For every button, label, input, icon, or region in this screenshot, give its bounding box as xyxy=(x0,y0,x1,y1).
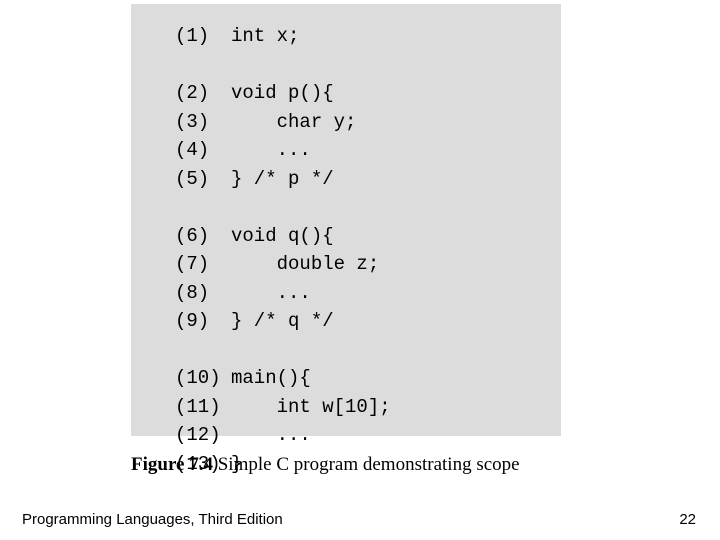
code-line: (1)int x; xyxy=(175,22,541,51)
code-line: (2)void p(){ xyxy=(175,79,541,108)
code-panel: (1)int x;(2)void p(){(3) char y;(4) ...(… xyxy=(131,4,561,436)
code-blank-line xyxy=(175,51,541,80)
code-blank-line xyxy=(175,193,541,222)
figure-caption: Figure 7.4 Simple C program demonstratin… xyxy=(131,454,591,476)
line-number: (2) xyxy=(175,79,231,108)
line-number: (1) xyxy=(175,22,231,51)
code-text: void q(){ xyxy=(231,222,334,251)
line-number: (5) xyxy=(175,165,231,194)
line-number: (4) xyxy=(175,136,231,165)
code-line: (8) ... xyxy=(175,279,541,308)
code-text: ... xyxy=(231,279,311,308)
line-number: (7) xyxy=(175,250,231,279)
code-line: (12) ... xyxy=(175,421,541,450)
code-text: int w[10]; xyxy=(231,393,391,422)
code-line: (7) double z; xyxy=(175,250,541,279)
code-line: (3) char y; xyxy=(175,108,541,137)
footer-left-text: Programming Languages, Third Edition xyxy=(22,511,283,528)
code-line: (11) int w[10]; xyxy=(175,393,541,422)
code-text: int x; xyxy=(231,22,299,51)
code-blank-line xyxy=(175,336,541,365)
code-text: ... xyxy=(231,421,311,450)
code-line: (5)} /* p */ xyxy=(175,165,541,194)
line-number: (11) xyxy=(175,393,231,422)
code-text: } /* q */ xyxy=(231,307,334,336)
line-number: (12) xyxy=(175,421,231,450)
line-number: (8) xyxy=(175,279,231,308)
code-text: } /* p */ xyxy=(231,165,334,194)
line-number: (3) xyxy=(175,108,231,137)
page-number: 22 xyxy=(679,511,696,528)
line-number: (6) xyxy=(175,222,231,251)
figure-caption-text: Simple C program demonstrating scope xyxy=(218,454,520,475)
code-text: char y; xyxy=(231,108,356,137)
code-line: (6)void q(){ xyxy=(175,222,541,251)
slide-page: (1)int x;(2)void p(){(3) char y;(4) ...(… xyxy=(0,0,720,540)
code-text: main(){ xyxy=(231,364,311,393)
code-line: (4) ... xyxy=(175,136,541,165)
line-number: (9) xyxy=(175,307,231,336)
code-text: void p(){ xyxy=(231,79,334,108)
code-text: double z; xyxy=(231,250,379,279)
code-text: ... xyxy=(231,136,311,165)
code-line: (9)} /* q */ xyxy=(175,307,541,336)
figure-label: Figure 7.4 xyxy=(131,454,213,475)
code-line: (10)main(){ xyxy=(175,364,541,393)
line-number: (10) xyxy=(175,364,231,393)
